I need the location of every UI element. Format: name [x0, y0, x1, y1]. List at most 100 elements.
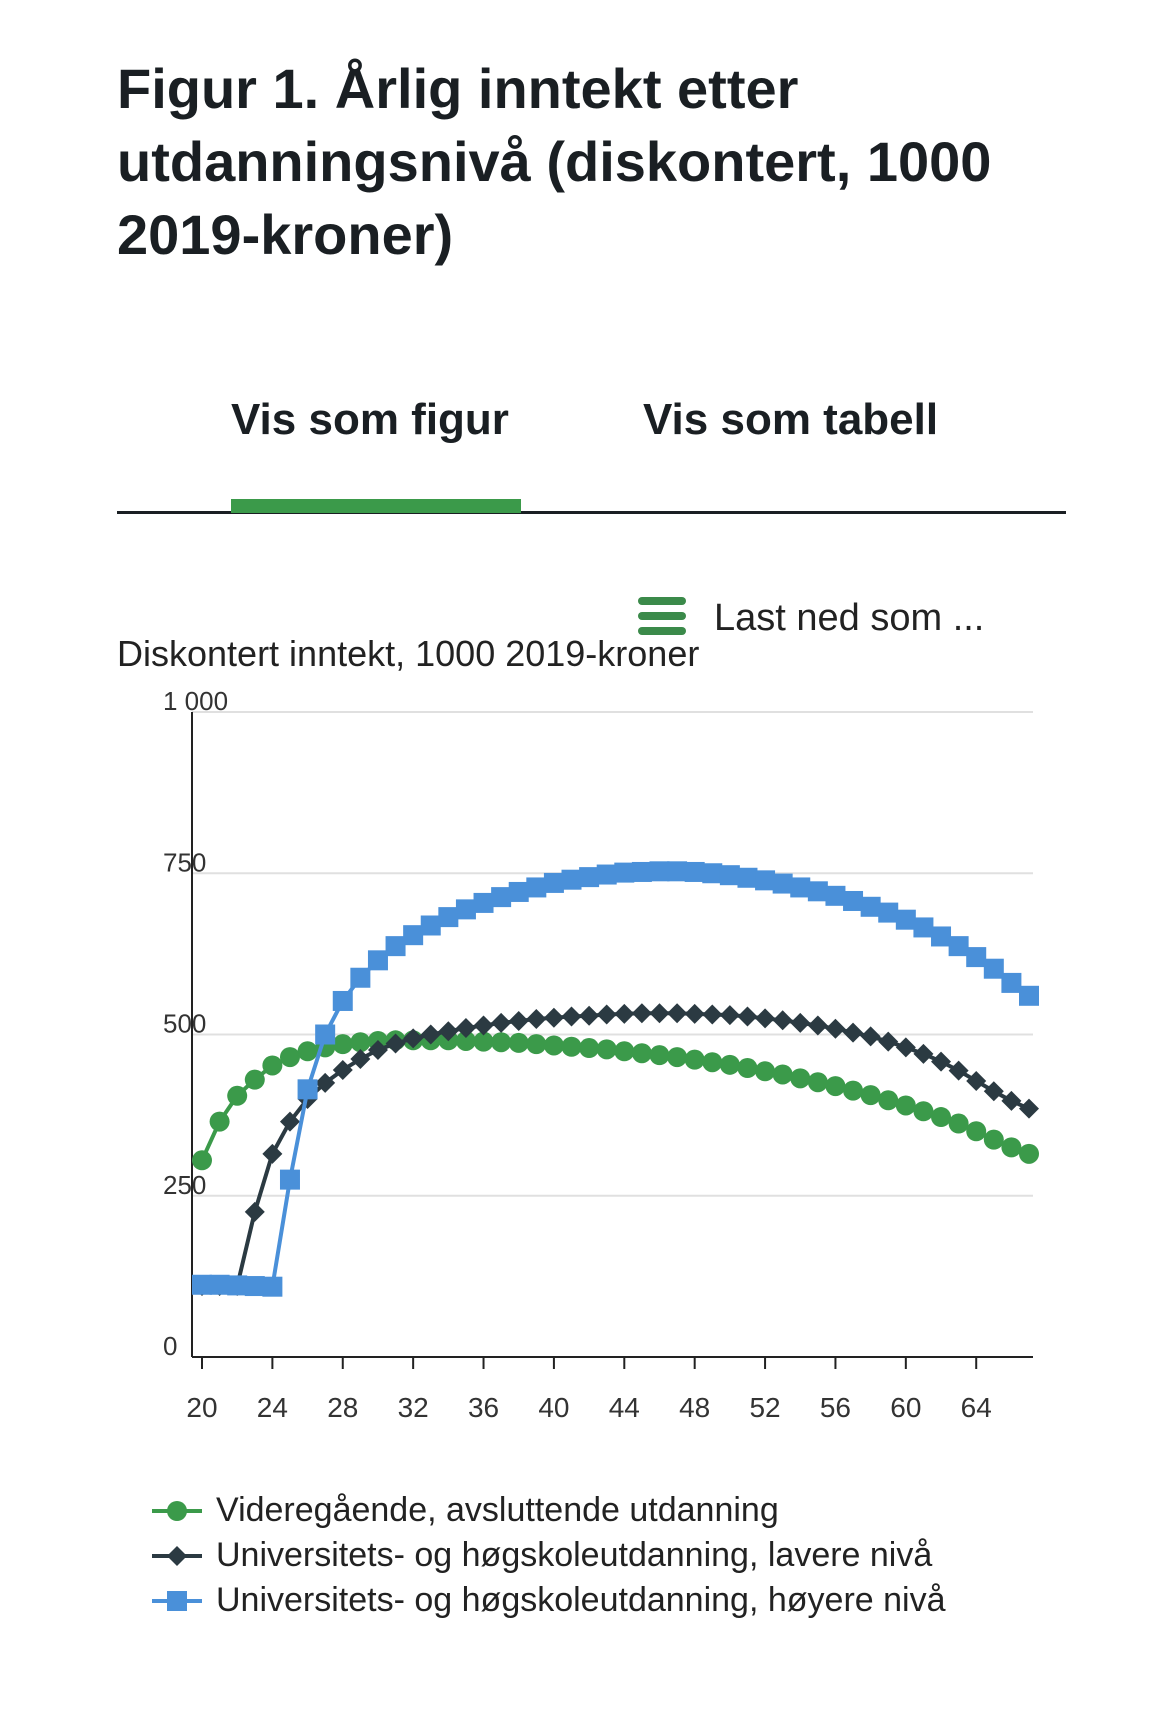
data-point — [332, 1059, 353, 1080]
data-point — [350, 967, 371, 988]
data-point — [455, 899, 476, 920]
data-point — [561, 869, 582, 890]
data-point — [948, 1113, 969, 1134]
data-point — [1001, 972, 1022, 993]
hamburger-menu-icon — [636, 595, 688, 642]
data-point — [702, 1052, 723, 1073]
data-point — [491, 1012, 512, 1033]
data-point — [631, 1003, 652, 1024]
data-point — [719, 865, 740, 886]
y-tick-label: 250 — [163, 1170, 206, 1200]
data-point — [262, 1276, 283, 1297]
y-tick-label: 1 000 — [163, 686, 228, 716]
data-point — [1019, 1098, 1039, 1119]
legend-item[interactable]: Videregående, avsluttende utdanning — [152, 1488, 946, 1533]
tab-table[interactable]: Vis som tabell — [643, 395, 939, 444]
data-point — [491, 887, 512, 908]
x-tick-label: 56 — [820, 1392, 851, 1423]
x-tick-label: 36 — [468, 1392, 499, 1423]
data-point — [420, 1024, 441, 1045]
data-point — [579, 1038, 600, 1059]
data-point — [332, 990, 353, 1011]
data-point — [737, 867, 758, 888]
data-point — [772, 873, 793, 894]
data-point — [491, 1032, 512, 1053]
data-point — [420, 915, 441, 936]
data-point — [508, 881, 529, 902]
data-point — [966, 1070, 987, 1091]
data-point — [913, 1043, 934, 1064]
tab-figure[interactable]: Vis som figur — [231, 395, 509, 444]
data-point — [614, 1003, 635, 1024]
x-tick-label: 28 — [327, 1392, 358, 1423]
data-point — [350, 1032, 371, 1053]
data-point — [279, 1169, 300, 1190]
data-point — [667, 1047, 688, 1068]
data-point — [279, 1111, 300, 1132]
active-tab-indicator — [231, 499, 521, 513]
data-point — [684, 1049, 705, 1070]
data-point — [684, 1003, 705, 1024]
data-point — [807, 1015, 828, 1036]
data-point — [772, 1064, 793, 1085]
x-tick-label: 64 — [961, 1392, 992, 1423]
data-point — [543, 1007, 564, 1028]
data-point — [895, 1037, 916, 1058]
download-button[interactable]: Last ned som ... — [636, 590, 984, 646]
data-point — [631, 1043, 652, 1064]
data-point — [192, 1150, 212, 1171]
legend-label: Universitets- og høgskoleutdanning, lave… — [216, 1536, 933, 1574]
data-point — [702, 863, 723, 884]
data-point — [878, 1031, 899, 1052]
x-tick-label: 60 — [890, 1392, 921, 1423]
data-point — [438, 1021, 459, 1042]
data-point — [860, 896, 881, 917]
data-point — [1001, 1137, 1022, 1158]
data-point — [702, 1004, 723, 1025]
data-point — [561, 1006, 582, 1027]
x-tick-label: 32 — [398, 1392, 429, 1423]
data-point — [385, 1033, 406, 1054]
data-point — [579, 867, 600, 888]
legend-symbol — [152, 1500, 202, 1521]
legend-label: Videregående, avsluttende utdanning — [216, 1491, 779, 1529]
chart-legend: Videregående, avsluttende utdanning Unive… — [152, 1488, 946, 1623]
legend-marker — [167, 1590, 187, 1611]
y-tick-label: 500 — [163, 1009, 206, 1039]
data-point — [227, 1275, 248, 1296]
data-point — [684, 861, 705, 882]
data-point — [262, 1143, 283, 1164]
data-point — [1019, 1143, 1039, 1164]
legend-marker — [167, 1500, 187, 1521]
data-point — [473, 892, 494, 913]
legend-item[interactable]: Universitets- og høgskoleutdanning, lave… — [152, 1533, 946, 1578]
series-circle — [192, 1030, 1039, 1171]
data-point — [244, 1276, 265, 1297]
data-point — [192, 1274, 212, 1295]
data-point — [667, 1003, 688, 1024]
data-point — [755, 1061, 776, 1082]
data-point — [473, 1031, 494, 1052]
data-point — [895, 909, 916, 930]
data-point — [403, 925, 424, 946]
data-point — [350, 1049, 371, 1070]
y-tick-label: 750 — [163, 847, 206, 877]
data-point — [438, 907, 459, 928]
data-point — [755, 1008, 776, 1029]
data-point — [966, 947, 987, 968]
legend-label: Universitets- og høgskoleutdanning, høye… — [216, 1581, 946, 1619]
data-point — [367, 950, 388, 971]
data-point — [737, 1058, 758, 1079]
legend-marker — [167, 1545, 187, 1566]
data-point — [403, 1028, 424, 1049]
data-point — [913, 1101, 934, 1122]
legend-item[interactable]: Universitets- og høgskoleutdanning, høye… — [152, 1578, 946, 1623]
x-tick-label: 52 — [749, 1392, 780, 1423]
data-point — [385, 936, 406, 957]
data-point — [1001, 1090, 1022, 1111]
data-point — [526, 1034, 547, 1055]
data-point — [825, 1018, 846, 1039]
data-point — [1019, 985, 1039, 1006]
data-point — [543, 872, 564, 893]
